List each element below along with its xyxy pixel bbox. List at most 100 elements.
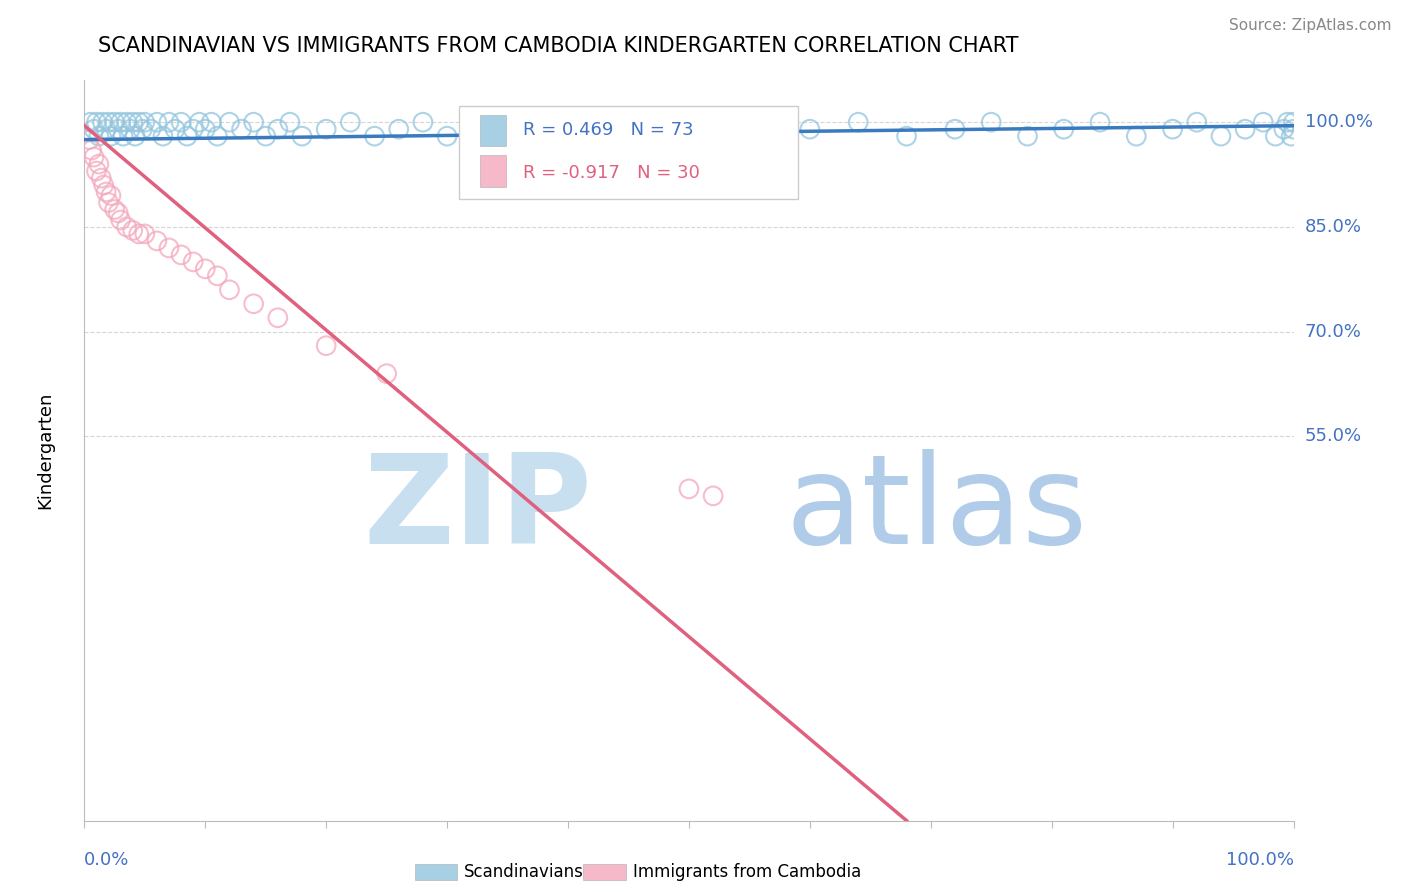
Point (157, 115, 180, 129)
Text: 70.0%: 70.0% (1305, 323, 1361, 341)
Point (339, 115, 361, 129)
Point (751, 129, 773, 144)
Point (86, 115, 108, 129)
Point (87, 129, 110, 144)
Point (83, 150, 105, 164)
Point (1017, 129, 1039, 144)
Point (943, 122, 966, 136)
Point (146, 115, 169, 129)
Point (91, 115, 114, 129)
Point (1264, 129, 1286, 144)
Point (846, 115, 869, 129)
Point (207, 129, 229, 144)
Point (194, 122, 217, 136)
Point (104, 115, 127, 129)
Point (181, 255, 204, 269)
Point (134, 115, 156, 129)
Point (207, 268, 229, 283)
Point (799, 122, 821, 136)
Point (896, 129, 918, 144)
Point (107, 206, 129, 220)
Point (97, 115, 120, 129)
Point (1125, 129, 1147, 144)
Point (124, 129, 146, 144)
Point (363, 129, 385, 144)
Point (1209, 129, 1232, 144)
Text: R = 0.469   N = 73: R = 0.469 N = 73 (523, 121, 695, 139)
Text: 85.0%: 85.0% (1305, 218, 1361, 236)
Point (176, 129, 198, 144)
FancyBboxPatch shape (460, 106, 797, 199)
Point (79, 115, 101, 129)
Text: 100.0%: 100.0% (1305, 113, 1372, 131)
Point (231, 122, 253, 136)
FancyBboxPatch shape (479, 155, 506, 186)
Point (375, 367, 398, 381)
Point (110, 115, 132, 129)
Point (128, 115, 150, 129)
Point (157, 241, 180, 255)
Point (242, 297, 264, 311)
Point (97, 195, 120, 210)
Point (678, 482, 700, 496)
Point (134, 227, 156, 241)
Point (87, 157, 110, 171)
Point (315, 339, 337, 353)
Point (128, 227, 150, 241)
Point (1185, 115, 1208, 129)
Point (496, 115, 519, 129)
Point (93, 178, 115, 192)
Point (1234, 122, 1257, 136)
Point (218, 283, 240, 297)
Text: 100.0%: 100.0% (1226, 851, 1294, 869)
Point (1277, 115, 1299, 129)
Text: atlas: atlas (786, 450, 1088, 570)
Point (107, 122, 129, 136)
Point (112, 129, 135, 144)
Text: 0.0%: 0.0% (84, 851, 129, 869)
Text: 55.0%: 55.0% (1305, 427, 1362, 445)
Point (436, 129, 458, 144)
Point (170, 115, 193, 129)
Point (388, 122, 411, 136)
Point (1272, 122, 1295, 136)
FancyBboxPatch shape (479, 114, 506, 145)
Point (980, 115, 1002, 129)
Point (181, 122, 204, 136)
Point (110, 213, 132, 227)
Point (630, 129, 652, 144)
Point (1282, 115, 1305, 129)
Point (533, 129, 555, 144)
Point (146, 234, 169, 248)
Point (139, 122, 162, 136)
Point (200, 115, 222, 129)
Point (121, 223, 143, 237)
Point (115, 115, 138, 129)
Point (278, 115, 301, 129)
Point (131, 122, 153, 136)
Point (291, 129, 314, 144)
Point (188, 115, 211, 129)
Text: ZIP: ZIP (364, 450, 592, 570)
Point (267, 122, 290, 136)
Text: R = -0.917   N = 30: R = -0.917 N = 30 (523, 164, 700, 182)
Point (714, 115, 737, 129)
Point (557, 122, 579, 136)
Point (77, 133, 100, 147)
Point (100, 188, 122, 202)
Point (460, 122, 482, 136)
Text: Immigrants from Cambodia: Immigrants from Cambodia (633, 863, 860, 881)
Point (152, 129, 174, 144)
Point (315, 122, 337, 136)
Point (115, 219, 138, 234)
Point (218, 115, 240, 129)
Point (165, 122, 187, 136)
Point (678, 122, 700, 136)
Point (1279, 129, 1302, 144)
Point (254, 129, 277, 144)
Text: Source: ZipAtlas.com: Source: ZipAtlas.com (1229, 18, 1392, 33)
Point (194, 261, 217, 276)
Point (1088, 115, 1111, 129)
Point (170, 248, 193, 262)
Point (104, 202, 127, 217)
